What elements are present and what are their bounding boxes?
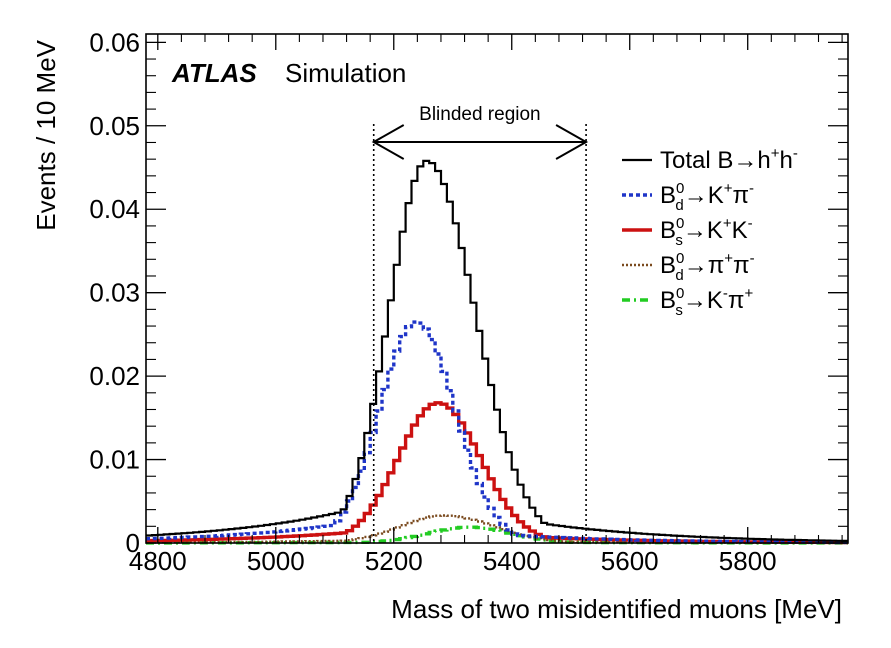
- plot-frame: [145, 33, 849, 544]
- simulation-label: Simulation: [285, 58, 406, 88]
- legend-label-0: Total B→h+h-: [660, 145, 798, 174]
- legend-label-1: B0 d→K+π-: [660, 180, 754, 214]
- y-tick-label: 0.03: [89, 278, 140, 308]
- tick-layer: 4800 5000 5200 5400 5600 5800 0 0.01 0.02 0.03 0.0…: [89, 27, 848, 576]
- legend-label-2: B0 s→K+K-: [660, 215, 753, 249]
- series-3-histogram: [146, 514, 848, 545]
- legend: Total B→h+h- B0 d→K+π-B0 s→K+K-B0 d→π+π-B0 s→…: [622, 145, 798, 319]
- x-tick-label: 5600: [601, 546, 659, 576]
- blinded-region-label: Blinded region: [419, 104, 540, 125]
- x-tick-label: 5400: [483, 546, 541, 576]
- blinded-arrow-right-head: [555, 124, 589, 160]
- y-tick-label: 0.04: [89, 194, 140, 224]
- legend-label-3: B0 d→π+π-: [660, 250, 755, 284]
- blinded-region: [371, 124, 589, 543]
- legend-label-4: B0 s→K-π+: [660, 285, 753, 319]
- y-tick-label: 0.06: [89, 27, 140, 57]
- series-2-histogram: [146, 401, 848, 545]
- y-tick-label: 0: [126, 528, 140, 558]
- blinded-arrow-left-head: [371, 124, 405, 160]
- x-tick-label: 5800: [719, 546, 777, 576]
- x-tick-label: 5200: [365, 546, 423, 576]
- y-tick-label: 0.02: [89, 361, 140, 391]
- atlas-brand: ATLAS: [171, 58, 257, 88]
- x-axis-label: Mass of two misidentified muons [MeV]: [391, 594, 842, 624]
- series-0-histogram: [146, 159, 848, 542]
- y-tick-label: 0.01: [89, 445, 140, 475]
- x-tick-label: 4800: [129, 546, 187, 576]
- x-tick-label: 5000: [247, 546, 305, 576]
- y-tick-label: 0.05: [89, 111, 140, 141]
- y-axis-label: Events / 10 MeV: [31, 39, 61, 230]
- series-1-histogram: [146, 320, 848, 545]
